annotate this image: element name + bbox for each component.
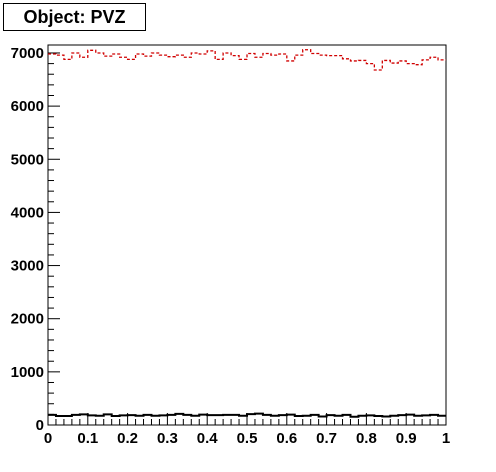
x-tick-label: 0.4 [197,430,219,447]
x-tick-label: 1 [442,430,450,447]
y-tick-label: 4000 [11,204,44,221]
axes [47,44,447,426]
x-tick-label: 0.7 [316,430,337,447]
histogram-series-1 [48,49,446,71]
y-tick-label: 6000 [11,98,44,115]
y-tick-label: 2000 [11,311,44,328]
y-tick-label: 1000 [11,364,44,381]
y-tick-label: 7000 [11,45,44,62]
x-tick-label: 0.9 [396,430,417,447]
x-tick-label: 0 [44,430,52,447]
plot-frame [47,44,447,426]
x-tick-label: 0.5 [237,430,258,447]
y-tick-label: 0 [36,417,44,434]
y-tick-label: 5000 [11,151,44,168]
x-tick-label: 0.6 [276,430,297,447]
x-tick-label: 0.8 [356,430,377,447]
x-tick-label: 0.1 [77,430,98,447]
chart-title: Object: PVZ [3,3,146,31]
histogram-series-2 [48,412,446,418]
tick-labels: 0 1000 2000 3000 4000 5000 6000 7000 0 0.1 0.2 0.3 0… [11,45,451,447]
x-tick-label: 0.2 [117,430,138,447]
y-tick-label: 3000 [11,258,44,275]
x-tick-label: 0.3 [157,430,178,447]
series-layer [48,49,446,418]
